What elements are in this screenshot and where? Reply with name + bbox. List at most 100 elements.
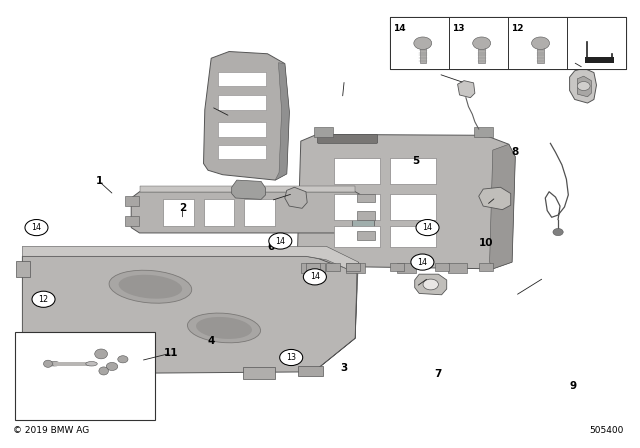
Bar xyxy=(567,17,626,69)
Polygon shape xyxy=(285,187,307,208)
Polygon shape xyxy=(577,76,591,97)
Text: 7: 7 xyxy=(435,369,442,379)
Bar xyxy=(449,17,508,69)
Polygon shape xyxy=(22,256,357,374)
Polygon shape xyxy=(415,274,447,295)
Text: 505400: 505400 xyxy=(589,426,624,435)
Text: 14: 14 xyxy=(31,223,42,232)
Bar xyxy=(352,211,374,228)
Bar xyxy=(397,263,416,273)
Text: 1: 1 xyxy=(95,177,103,186)
Bar xyxy=(218,122,266,137)
Bar xyxy=(163,199,194,226)
Polygon shape xyxy=(570,68,596,103)
Bar xyxy=(16,341,30,358)
Bar xyxy=(479,45,485,63)
Bar xyxy=(357,194,375,202)
Text: 4: 4 xyxy=(207,336,215,346)
Circle shape xyxy=(32,291,55,307)
Ellipse shape xyxy=(99,367,109,375)
Polygon shape xyxy=(22,246,358,273)
Bar xyxy=(390,17,449,69)
Circle shape xyxy=(577,82,590,90)
Text: 11: 11 xyxy=(164,348,179,358)
Bar xyxy=(346,263,360,271)
Text: 5: 5 xyxy=(412,156,420,166)
Polygon shape xyxy=(275,63,289,180)
Polygon shape xyxy=(479,187,511,210)
Polygon shape xyxy=(131,192,365,233)
Bar xyxy=(357,211,375,220)
Bar xyxy=(306,263,320,271)
Bar xyxy=(204,199,234,226)
Text: 14: 14 xyxy=(393,24,406,33)
Circle shape xyxy=(414,37,432,50)
Text: 9: 9 xyxy=(569,381,577,391)
Text: © 2019 BMW AG: © 2019 BMW AG xyxy=(13,426,89,435)
Text: 14: 14 xyxy=(422,223,433,232)
Ellipse shape xyxy=(109,270,192,303)
Text: 13: 13 xyxy=(452,24,465,33)
Bar xyxy=(218,145,266,159)
Text: 2: 2 xyxy=(179,203,186,213)
Bar xyxy=(448,263,467,273)
Circle shape xyxy=(303,269,326,285)
Bar xyxy=(390,226,436,247)
Circle shape xyxy=(25,220,48,236)
Bar xyxy=(301,263,325,273)
Bar xyxy=(243,367,275,379)
Text: 6: 6 xyxy=(267,242,275,252)
Ellipse shape xyxy=(188,313,260,343)
Bar xyxy=(15,332,155,420)
Text: 12: 12 xyxy=(38,295,49,304)
Ellipse shape xyxy=(44,360,52,367)
Bar xyxy=(326,263,340,271)
Bar xyxy=(508,17,567,69)
Bar xyxy=(334,158,380,184)
Bar xyxy=(54,362,92,366)
Ellipse shape xyxy=(196,317,252,339)
Text: 14: 14 xyxy=(275,237,285,246)
Bar xyxy=(298,366,323,376)
Circle shape xyxy=(411,254,434,270)
Text: 14: 14 xyxy=(310,272,320,281)
Text: 12: 12 xyxy=(511,24,524,33)
Bar xyxy=(390,17,626,69)
Circle shape xyxy=(416,220,439,236)
Text: 13: 13 xyxy=(286,353,296,362)
Text: 14: 14 xyxy=(417,258,428,267)
Bar xyxy=(334,226,380,247)
Bar xyxy=(390,263,404,271)
Bar xyxy=(218,72,266,86)
Ellipse shape xyxy=(118,356,128,363)
Bar xyxy=(125,196,139,206)
Circle shape xyxy=(269,233,292,249)
Bar xyxy=(420,45,426,63)
Bar xyxy=(346,263,365,273)
Polygon shape xyxy=(232,180,266,199)
Bar xyxy=(16,261,30,277)
Ellipse shape xyxy=(106,362,118,370)
Circle shape xyxy=(532,37,550,50)
Bar xyxy=(435,263,449,271)
Circle shape xyxy=(280,349,303,366)
Ellipse shape xyxy=(49,362,60,366)
Bar xyxy=(334,194,380,220)
Bar xyxy=(218,95,266,110)
Bar xyxy=(314,127,333,137)
Polygon shape xyxy=(490,144,515,269)
Ellipse shape xyxy=(95,349,108,359)
Text: 10: 10 xyxy=(479,238,493,248)
Polygon shape xyxy=(298,134,515,269)
Polygon shape xyxy=(204,52,289,180)
Text: 8: 8 xyxy=(511,147,519,157)
Polygon shape xyxy=(140,186,355,192)
Bar xyxy=(244,199,275,226)
Polygon shape xyxy=(458,81,475,98)
Bar xyxy=(586,57,614,63)
Bar xyxy=(352,195,371,206)
Circle shape xyxy=(473,37,491,50)
Ellipse shape xyxy=(86,362,97,366)
Ellipse shape xyxy=(118,275,182,299)
Circle shape xyxy=(553,228,563,236)
